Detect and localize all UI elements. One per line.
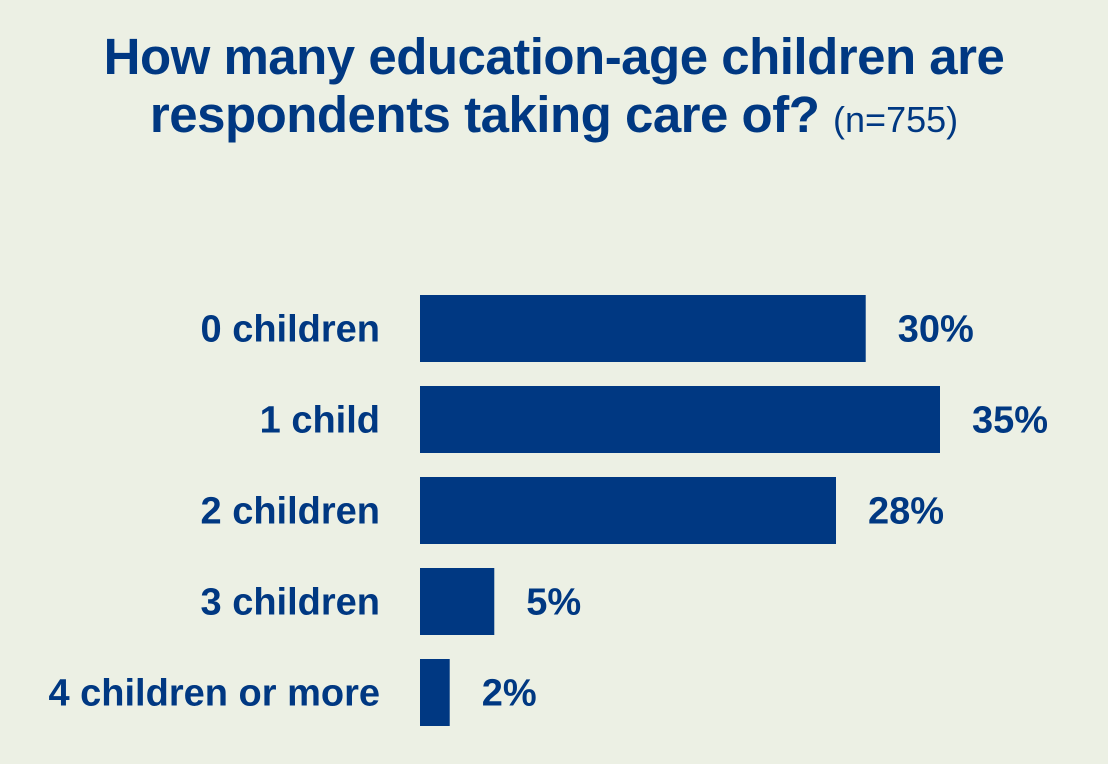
chart-title-question: respondents taking care of? [149, 86, 820, 143]
chart-title: How many education-age children are resp… [0, 28, 1108, 149]
category-label: 2 children [201, 491, 381, 533]
bar [420, 386, 940, 453]
bar [420, 659, 450, 726]
value-label: 28% [868, 491, 944, 533]
category-label: 3 children [201, 582, 381, 624]
chart-title-line1: How many education-age children are [103, 28, 1005, 85]
category-label: 0 children [201, 309, 381, 351]
chart-title-line2: respondents taking care of? (n=755) [0, 86, 1108, 149]
value-label: 2% [482, 673, 537, 715]
bar [420, 295, 866, 362]
category-label: 1 child [260, 400, 380, 442]
bar [420, 477, 836, 544]
value-label: 35% [972, 400, 1048, 442]
value-label: 30% [898, 309, 974, 351]
sample-size-label: (n=755) [833, 99, 959, 140]
value-label: 5% [526, 582, 581, 624]
category-label: 4 children or more [48, 673, 380, 715]
bar [420, 568, 495, 635]
